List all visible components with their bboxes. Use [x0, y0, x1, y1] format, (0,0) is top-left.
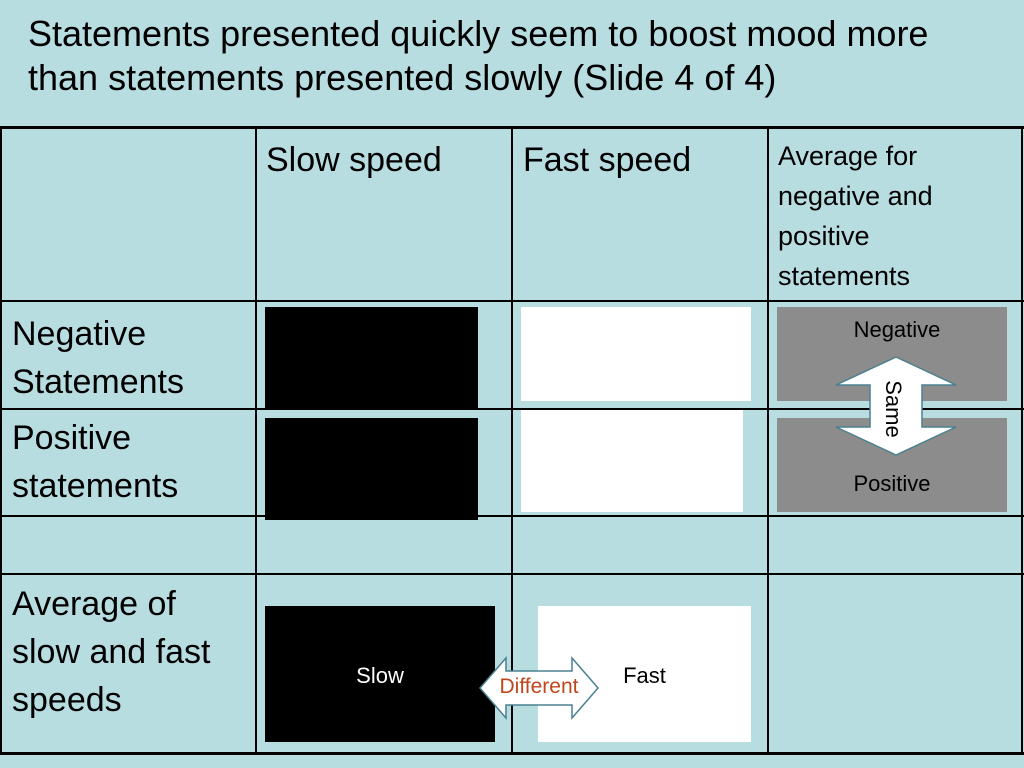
- row-label-positive: Positive statements: [12, 419, 179, 505]
- same-double-arrow-icon: [835, 356, 957, 456]
- different-double-arrow-icon: [479, 655, 599, 721]
- different-label: Different: [499, 675, 579, 698]
- fast-positive-box: [521, 410, 743, 512]
- slide-title: Statements presented quickly seem to boo…: [28, 13, 929, 98]
- row-label-negative: Negative Statements: [12, 315, 184, 401]
- row-label-average-speeds: Average of slow and fast speeds: [12, 585, 211, 719]
- header-fast-speed: Fast speed: [523, 141, 692, 179]
- slow-positive-box: [265, 418, 478, 520]
- same-label: Same: [881, 380, 906, 438]
- table-col-divider: [255, 126, 257, 755]
- header-slow-speed: Slow speed: [266, 141, 442, 179]
- slow-label: Slow: [356, 663, 404, 688]
- positive-label: Positive: [853, 471, 931, 496]
- table-col-divider: [767, 126, 769, 755]
- table-col-divider: [511, 126, 513, 755]
- average-slow-box: [265, 606, 495, 742]
- slow-negative-box: [265, 307, 478, 409]
- header-average-statements: Average for negative and positive statem…: [778, 141, 933, 291]
- negative-label: Negative: [853, 317, 941, 342]
- fast-label: Fast: [623, 663, 666, 688]
- table-border-right: [1021, 126, 1023, 755]
- table-border-left: [0, 126, 2, 755]
- fast-negative-box: [521, 307, 751, 401]
